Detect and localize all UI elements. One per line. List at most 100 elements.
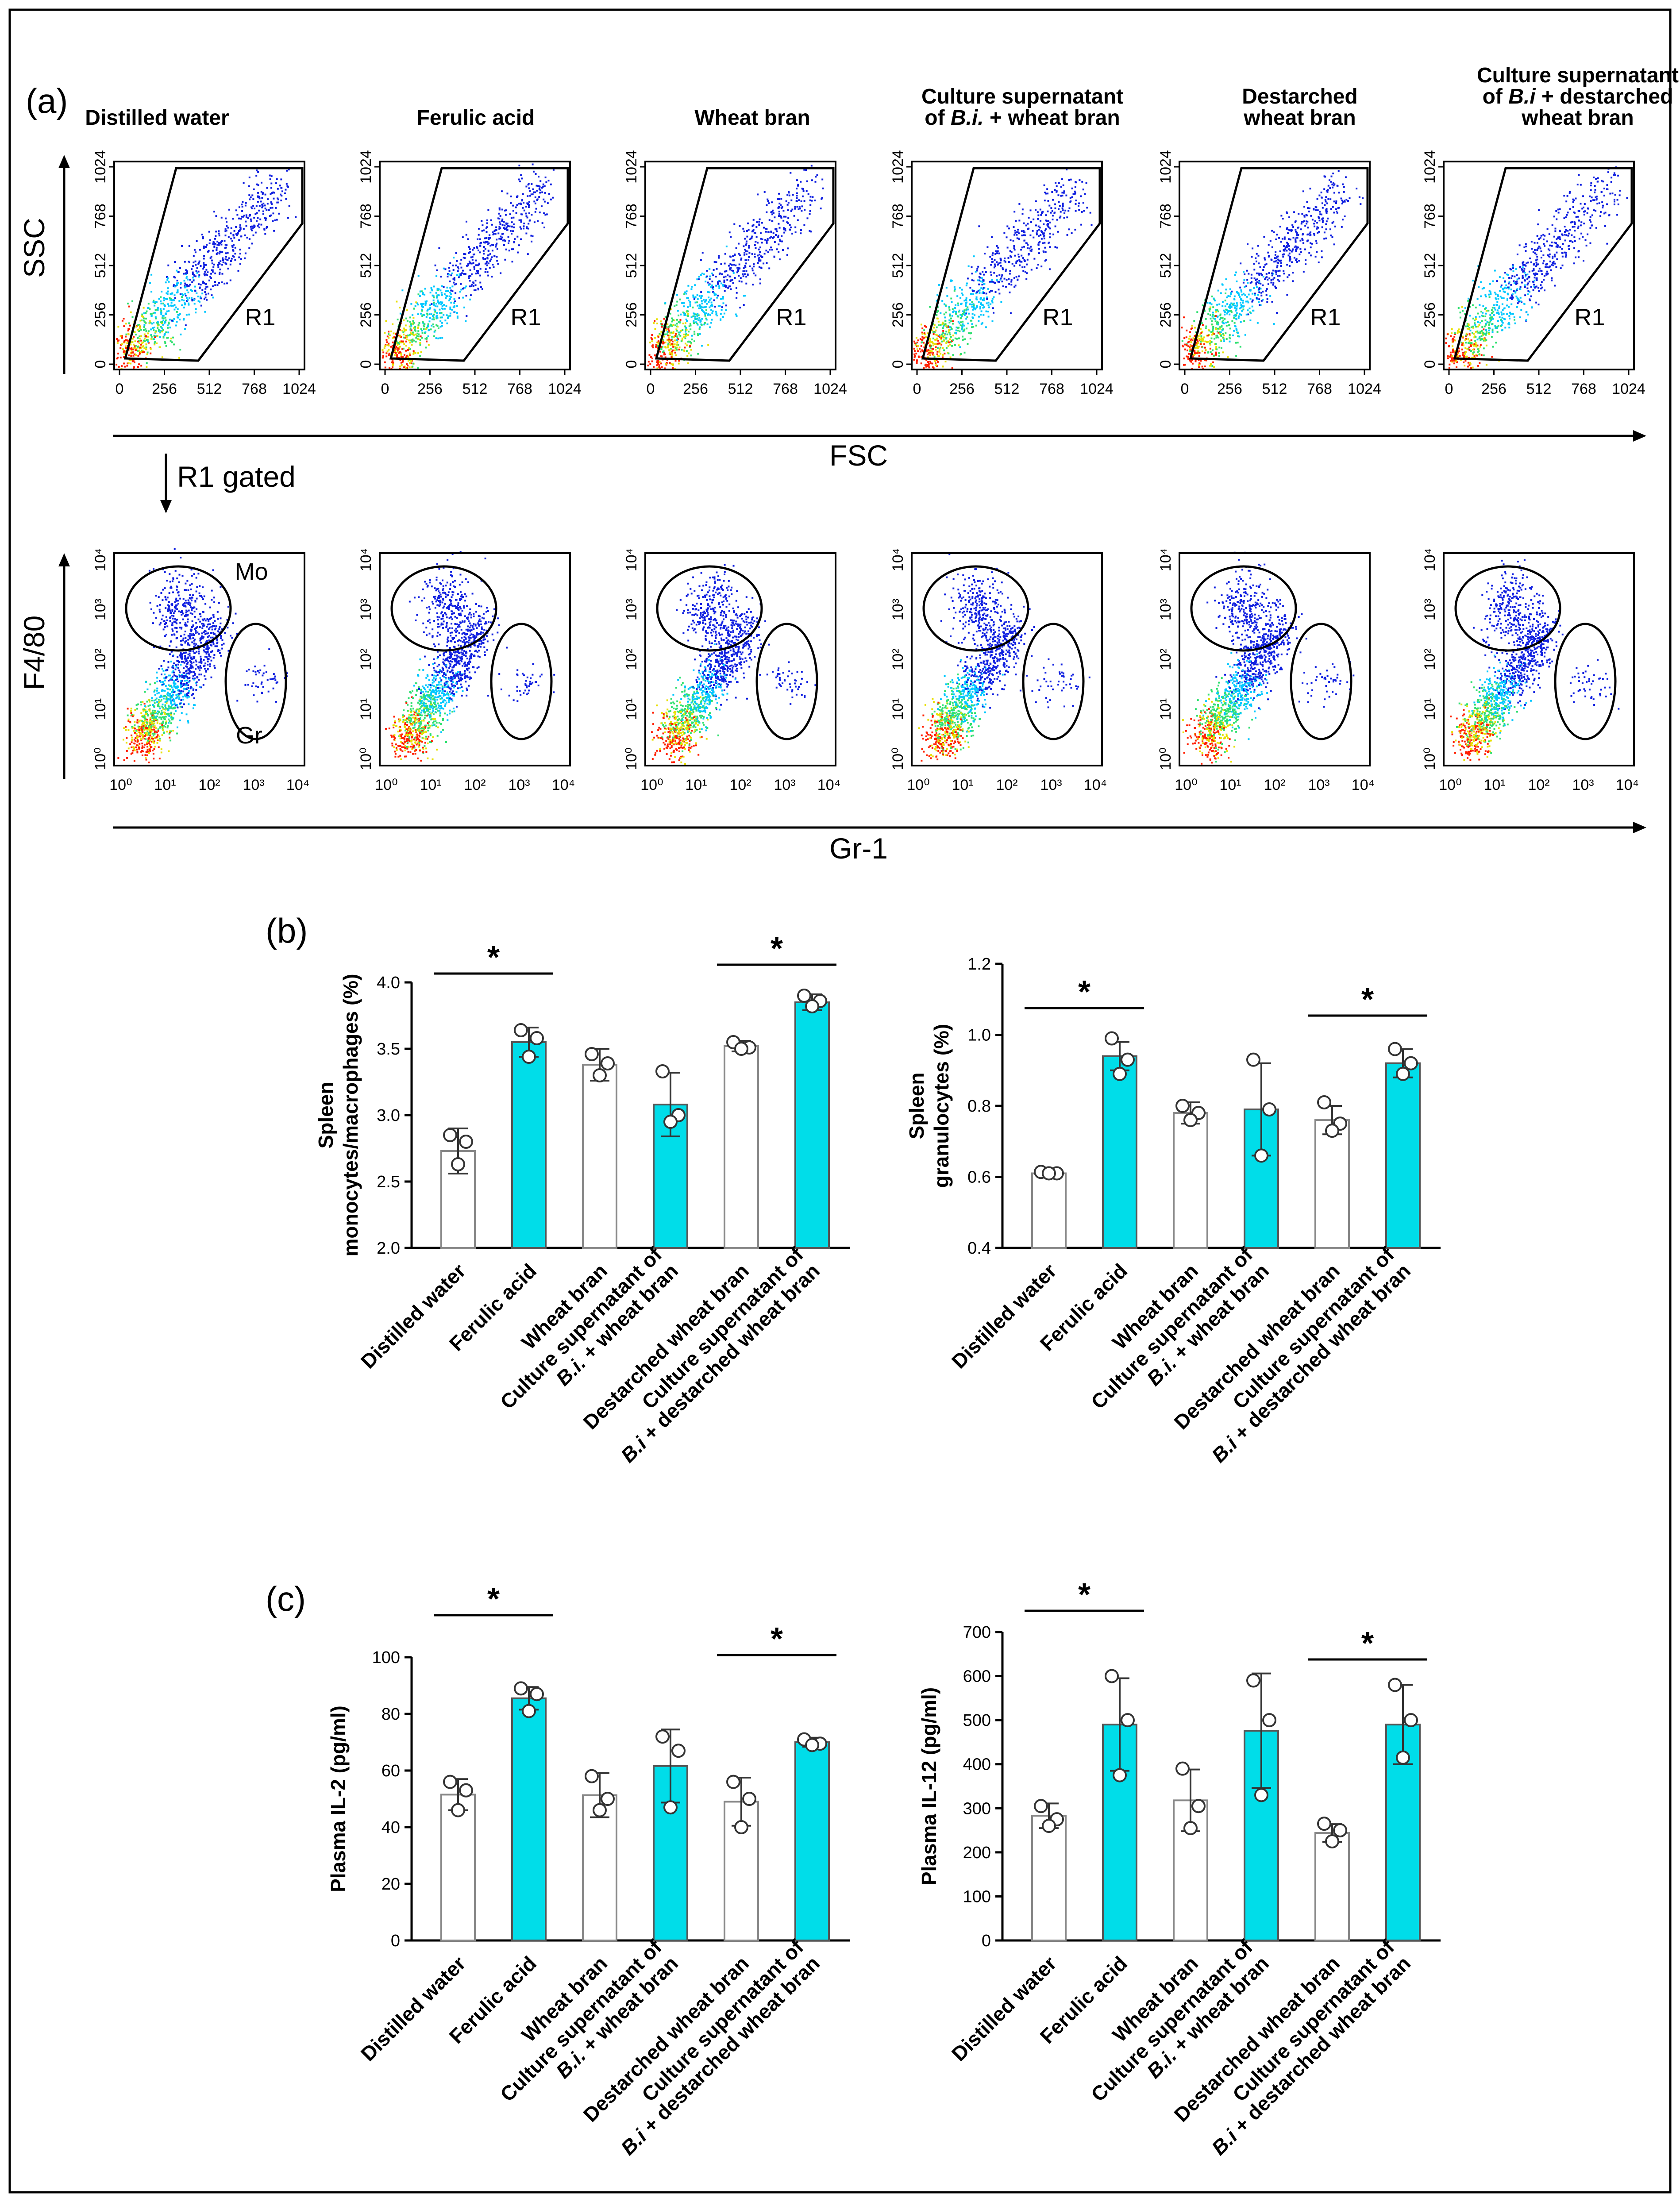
f480-tick: 10⁰ <box>1422 747 1438 770</box>
ssc-tick: 768 <box>358 204 374 229</box>
y-tick-label: 4.0 <box>377 974 400 992</box>
fsc-axis-arrow <box>113 430 1646 442</box>
data-point <box>1404 1056 1418 1070</box>
bar <box>1173 1112 1208 1249</box>
y-tick-label: 600 <box>963 1667 991 1686</box>
y-tick-label: 40 <box>381 1818 400 1837</box>
ssc-tick: 1024 <box>1422 150 1438 184</box>
data-point <box>671 1744 686 1758</box>
group-header-4-line-2: of B.i. + wheat bran <box>925 106 1120 130</box>
gr1-tick: 10² <box>198 777 220 793</box>
gr-gate <box>1290 623 1352 740</box>
f480-tick: 10¹ <box>1422 698 1438 720</box>
bar <box>511 1697 547 1942</box>
f480-tick: 10³ <box>358 599 374 620</box>
f480-tick: 10¹ <box>92 698 109 720</box>
f480-tick: 10¹ <box>623 698 640 720</box>
f480-tick: 10³ <box>92 599 109 620</box>
data-point <box>655 1729 670 1744</box>
r1-gated-arrow <box>160 454 172 513</box>
data-point <box>459 1135 473 1149</box>
data-point <box>1317 1817 1331 1831</box>
y-tick-label: 100 <box>963 1887 991 1906</box>
data-point <box>514 1681 528 1696</box>
ssc-tick: 768 <box>1422 204 1438 229</box>
ssc-tick: 1024 <box>1157 150 1174 184</box>
group-header-6-line-3: wheat bran <box>1521 106 1634 130</box>
data-point <box>459 1783 473 1798</box>
figure-frame <box>8 8 1672 2194</box>
data-point <box>734 1820 748 1834</box>
bar <box>582 1794 617 1941</box>
y-tick-label: 500 <box>963 1711 991 1730</box>
fsc-tick: 768 <box>773 381 798 397</box>
gr-gate <box>1554 623 1617 740</box>
group-header-6-line-2: of B.i + destarched <box>1483 85 1673 108</box>
f480-tick: 10⁰ <box>1157 747 1174 770</box>
y-tick-label: 3.0 <box>377 1106 400 1125</box>
bar <box>511 1041 547 1249</box>
ssc-tick: 0 <box>1157 360 1174 369</box>
f480-tick: 10³ <box>1422 599 1438 620</box>
significance-bracket: * <box>434 940 553 975</box>
gr1-tick: 10⁴ <box>817 777 840 793</box>
fsc-tick: 1024 <box>1080 381 1114 397</box>
data-point <box>451 1157 465 1171</box>
significance-bracket: * <box>717 1621 836 1657</box>
f480-gr1-events <box>1450 559 1620 761</box>
gr1-tick: 10⁴ <box>1616 777 1639 793</box>
fsc-tick: 1024 <box>813 381 847 397</box>
f480-tick: 10¹ <box>1157 698 1174 720</box>
y-tick-label: 2.5 <box>377 1173 400 1191</box>
fsc-tick: 0 <box>647 381 655 397</box>
fsc-tick: 256 <box>683 381 708 397</box>
gr-gate <box>1022 623 1085 740</box>
y-tick-label: 3.5 <box>377 1040 400 1059</box>
ssc-tick: 768 <box>890 204 906 229</box>
data-point <box>585 1769 599 1783</box>
mo-gate-label: Mo <box>235 558 268 585</box>
ssc-tick: 768 <box>623 204 640 229</box>
data-point <box>1121 1052 1135 1067</box>
panel-label-c: (c) <box>266 1579 306 1618</box>
ssc-tick: 512 <box>890 253 906 278</box>
y-tick-label: 0 <box>982 1932 991 1950</box>
mo-gate <box>922 565 1029 652</box>
data-point <box>1396 1066 1410 1081</box>
y-tick-label: 0.6 <box>967 1168 991 1187</box>
fsc-tick: 768 <box>1307 381 1332 397</box>
ssc-tick: 1024 <box>92 150 109 184</box>
mo-gate <box>1454 565 1561 652</box>
significance-bracket: * <box>717 931 836 966</box>
data-point <box>530 1031 544 1045</box>
f480-gr1-events <box>385 551 555 762</box>
data-point <box>514 1023 528 1037</box>
r1-gate <box>1189 167 1369 362</box>
gr1-axis-label: Gr-1 <box>829 832 888 865</box>
data-point <box>663 1800 678 1815</box>
ssc-tick: 1024 <box>623 150 640 184</box>
gr-gate <box>224 623 287 740</box>
group-headers: Distilled water Ferulic acid Wheat bran Cul… <box>85 64 1679 130</box>
y-tick-label: 1.0 <box>967 1026 991 1045</box>
gr1-tick: 10³ <box>774 777 795 793</box>
mo-gate <box>125 565 232 652</box>
plot-frame <box>1179 552 1371 766</box>
f480-tick: 10⁴ <box>358 548 374 571</box>
f480-tick: 10⁴ <box>92 548 109 571</box>
data-point <box>1042 1819 1056 1833</box>
ssc-tick: 256 <box>92 302 109 327</box>
data-point <box>1183 1113 1198 1128</box>
f480-tick: 10² <box>1157 648 1174 670</box>
gr1-tick: 10⁴ <box>1084 777 1107 793</box>
data-point <box>1325 1834 1339 1848</box>
flow-row-1: R1 0 0 256 256 512 512 768 768 1024 1024 R1 0 0 256 256… <box>92 150 1645 397</box>
gr1-tick: 10¹ <box>1219 777 1241 793</box>
significance-bracket: * <box>1025 974 1144 1010</box>
data-point <box>663 1115 678 1129</box>
data-point <box>601 1792 615 1806</box>
gr1-tick: 10⁰ <box>640 777 663 793</box>
group-header-1-line-1: Distilled water <box>85 106 229 130</box>
data-point <box>593 1068 607 1082</box>
ssc-tick: 0 <box>358 360 374 369</box>
